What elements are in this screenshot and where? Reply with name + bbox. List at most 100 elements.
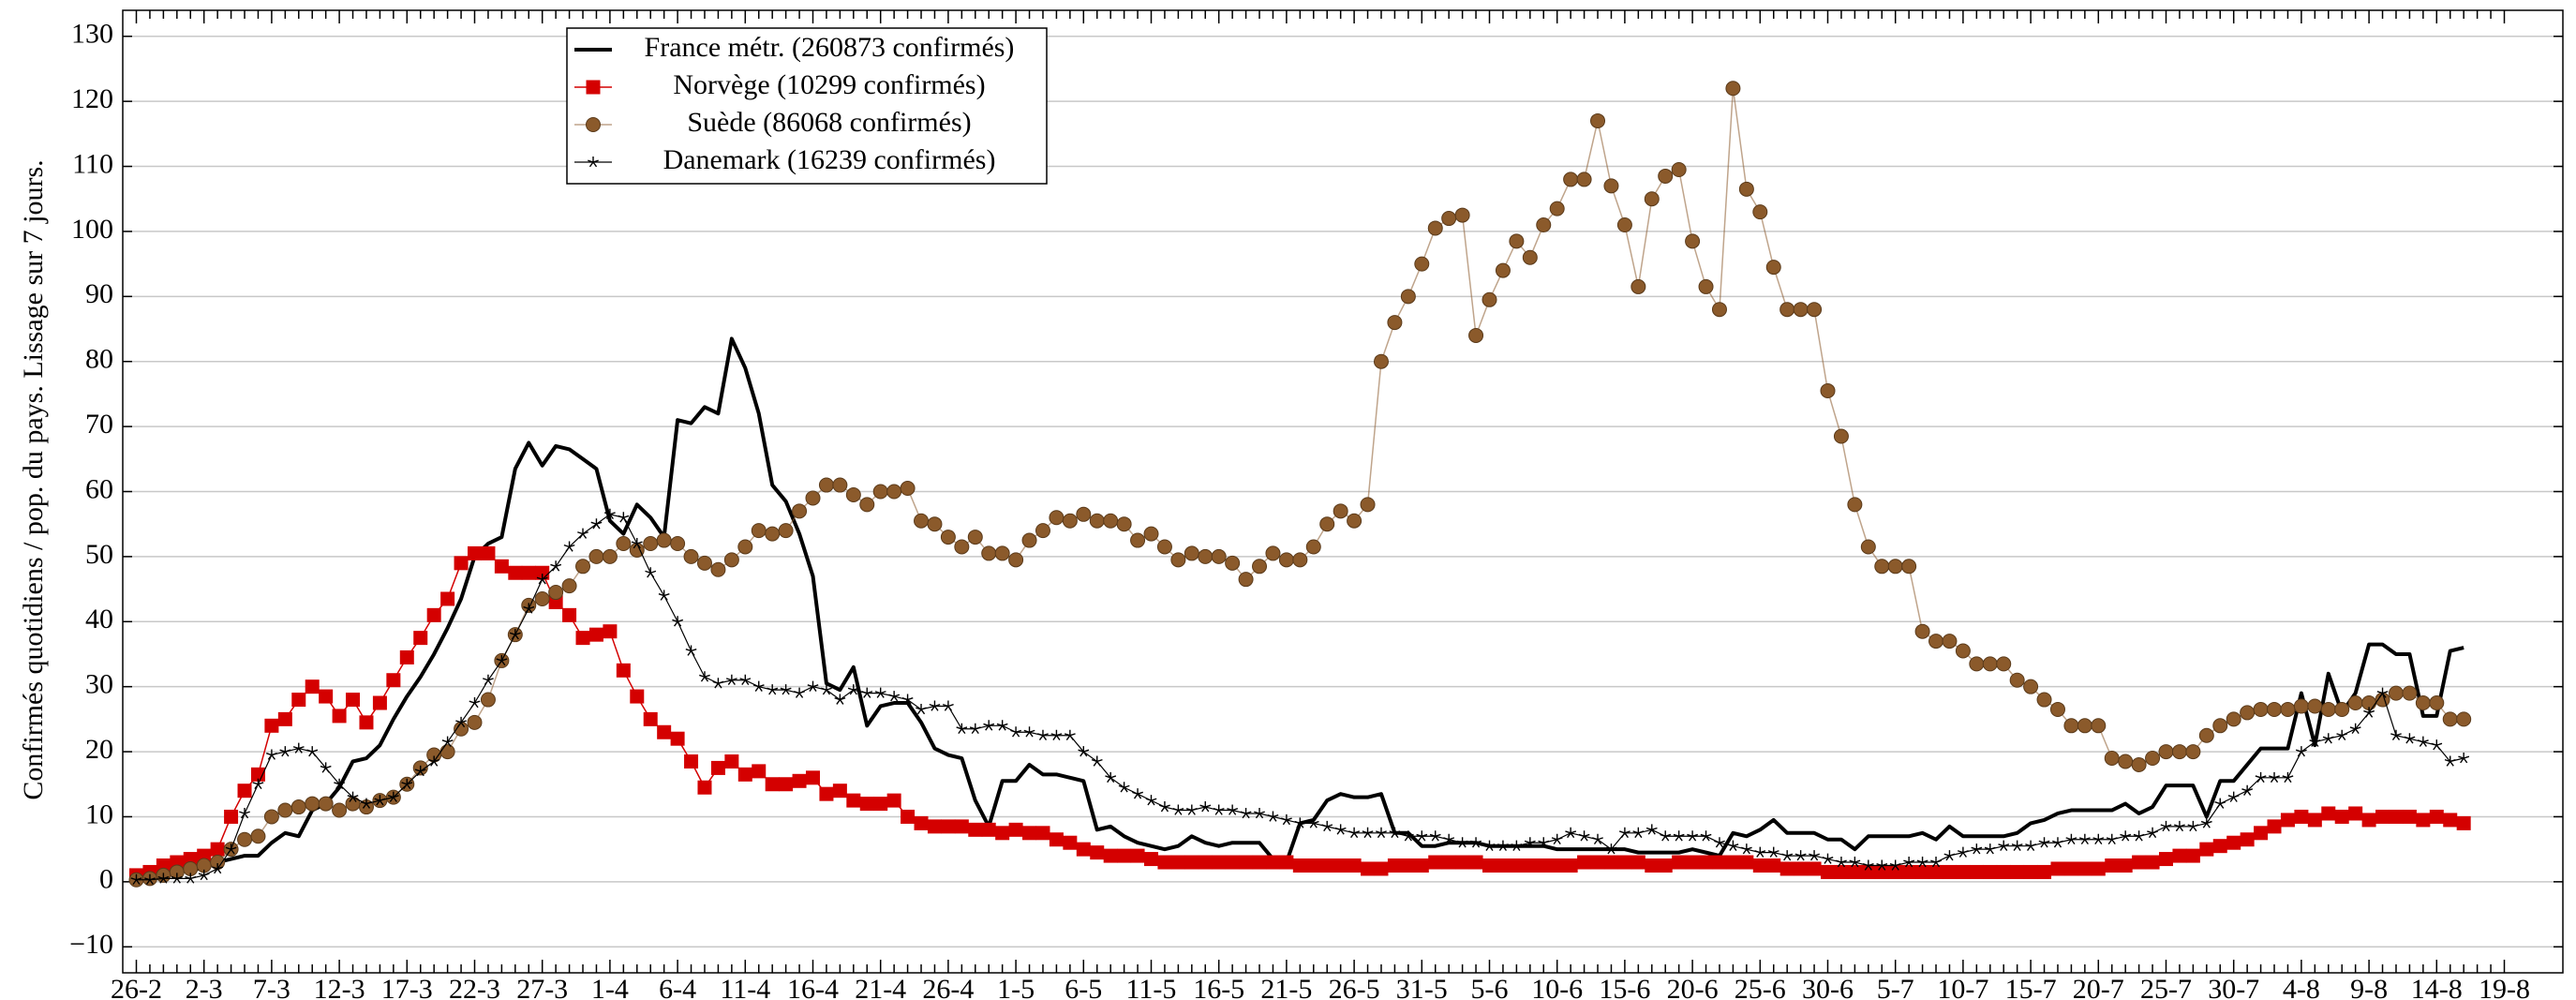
- x-tick-label: 25-6: [1735, 974, 1786, 1000]
- data-point: [1252, 559, 1268, 575]
- data-point: [1416, 830, 1428, 842]
- data-point: [954, 539, 970, 555]
- data-point: [521, 565, 536, 580]
- data-point: [399, 649, 414, 664]
- data-point: [1184, 855, 1199, 870]
- data-point: [1942, 634, 1958, 649]
- data-point: [1672, 855, 1687, 870]
- x-tick-label: 21-4: [855, 974, 906, 1000]
- data-point: [1427, 220, 1443, 236]
- x-tick-label: 26-4: [922, 974, 974, 1000]
- data-point: [590, 518, 603, 530]
- data-point: [1781, 850, 1794, 861]
- data-point: [291, 693, 306, 708]
- data-point: [1170, 552, 1186, 568]
- data-point: [279, 746, 291, 757]
- data-point: [1632, 827, 1645, 839]
- data-point: [534, 590, 550, 606]
- data-point: [1037, 729, 1049, 740]
- data-point: [1333, 858, 1348, 873]
- data-point: [130, 873, 142, 886]
- legend-marker: [586, 117, 601, 132]
- data-point: [861, 687, 873, 698]
- data-point: [414, 765, 426, 777]
- data-point: [198, 869, 210, 881]
- data-point: [2133, 830, 2145, 842]
- data-point: [2171, 744, 2187, 760]
- data-point: [481, 545, 496, 560]
- data-point: [1511, 840, 1523, 851]
- data-point: [1928, 634, 1944, 649]
- data-point: [563, 541, 575, 552]
- data-point: [1754, 846, 1766, 858]
- data-point: [561, 578, 577, 594]
- data-point: [1497, 840, 1509, 851]
- data-point: [536, 574, 548, 585]
- data-point: [523, 603, 535, 614]
- data-point: [1118, 782, 1130, 793]
- data-point: [1240, 807, 1252, 819]
- data-point: [1078, 746, 1090, 757]
- data-point: [859, 497, 875, 513]
- data-point: [1645, 824, 1658, 835]
- data-point: [2185, 744, 2201, 760]
- data-point: [1265, 855, 1280, 870]
- data-point: [2402, 809, 2417, 824]
- data-point: [185, 873, 197, 884]
- data-point: [1603, 855, 1618, 870]
- data-point: [901, 694, 914, 705]
- data-point: [751, 523, 767, 539]
- data-point: [1996, 656, 2012, 672]
- data-point: [1725, 81, 1741, 97]
- data-point: [657, 724, 672, 739]
- data-point: [1971, 843, 1983, 855]
- data-point: [2011, 840, 2023, 851]
- data-point: [334, 778, 346, 790]
- data-point: [2375, 809, 2390, 824]
- data-point: [1428, 855, 1443, 870]
- data-point: [1983, 864, 1998, 879]
- x-tick-label: 31-5: [1396, 974, 1448, 1000]
- data-point: [630, 689, 645, 704]
- legend-box: [566, 27, 1048, 185]
- data-point: [346, 693, 361, 708]
- x-tick-label: 27-3: [516, 974, 568, 1000]
- data-point: [1847, 864, 1862, 879]
- data-point: [1915, 864, 1930, 879]
- data-point: [1361, 861, 1376, 876]
- data-point: [1901, 864, 1916, 879]
- data-point: [2131, 756, 2147, 772]
- data-point: [1740, 843, 1752, 855]
- data-point: [2253, 701, 2269, 717]
- data-point: [306, 746, 319, 757]
- data-point: [1347, 858, 1362, 873]
- data-point: [643, 536, 659, 552]
- data-point: [1414, 256, 1430, 272]
- data-point: [1362, 827, 1374, 839]
- data-point: [916, 703, 927, 715]
- y-tick-label: 130: [71, 19, 113, 50]
- data-point: [1035, 523, 1050, 539]
- data-point: [548, 585, 564, 601]
- data-point: [1143, 526, 1159, 542]
- x-tick-label: 20-6: [1667, 974, 1719, 1000]
- data-point: [616, 663, 631, 678]
- data-point: [1199, 801, 1212, 813]
- data-point: [1658, 168, 1674, 184]
- data-point: [672, 616, 684, 627]
- x-tick-label: 12-3: [314, 974, 365, 1000]
- series-markers: [129, 545, 2471, 883]
- data-point: [2349, 723, 2361, 735]
- data-point: [1319, 516, 1335, 532]
- data-point: [1333, 503, 1348, 519]
- data-point: [1914, 623, 1930, 639]
- data-point: [2038, 837, 2050, 848]
- data-point: [374, 795, 386, 806]
- data-point: [737, 767, 752, 782]
- data-point: [631, 538, 643, 549]
- data-point: [1063, 835, 1078, 850]
- data-point: [2388, 685, 2404, 701]
- data-point: [1996, 864, 2011, 879]
- data-point: [2226, 835, 2241, 850]
- data-point: [171, 873, 183, 884]
